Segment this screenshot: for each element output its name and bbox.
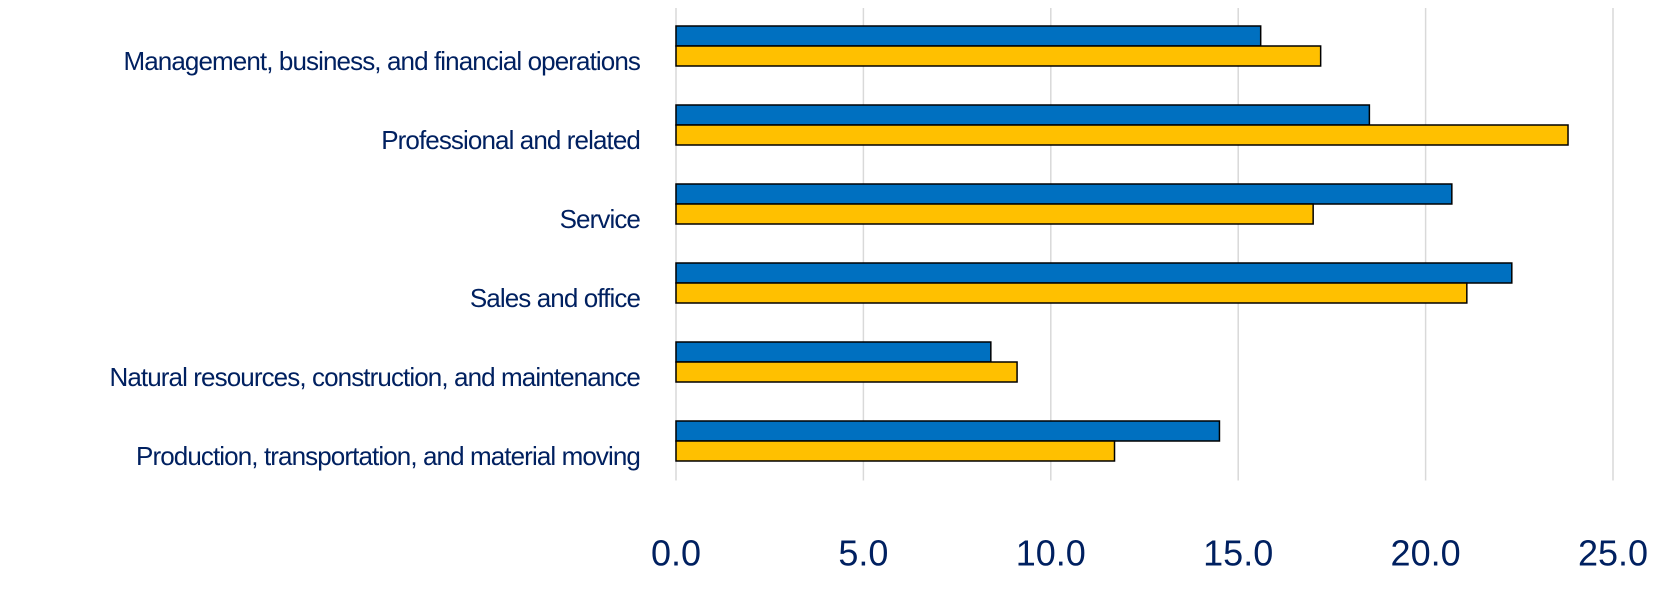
bar bbox=[675, 203, 1314, 225]
x-tick-label: 20.0 bbox=[1391, 533, 1461, 574]
bar bbox=[675, 420, 1221, 442]
bar bbox=[675, 104, 1371, 126]
bar bbox=[675, 25, 1262, 47]
y-tick-label: Production, transportation, and material… bbox=[136, 441, 640, 471]
bar bbox=[675, 183, 1453, 205]
y-tick-label: Professional and related bbox=[381, 125, 640, 155]
bar bbox=[675, 341, 992, 363]
x-tick-label: 10.0 bbox=[1016, 533, 1086, 574]
bar bbox=[675, 440, 1116, 462]
x-tick-label: 25.0 bbox=[1578, 533, 1648, 574]
y-tick-label: Natural resources, construction, and mai… bbox=[109, 362, 640, 392]
x-tick-label: 0.0 bbox=[651, 533, 701, 574]
y-tick-label: Service bbox=[560, 204, 641, 234]
bar bbox=[675, 262, 1513, 284]
y-tick-label: Management, business, and financial oper… bbox=[123, 46, 640, 76]
bar bbox=[675, 361, 1018, 383]
bar bbox=[675, 282, 1468, 304]
x-tick-label: 5.0 bbox=[838, 533, 888, 574]
x-tick-label: 15.0 bbox=[1203, 533, 1273, 574]
y-tick-label: Sales and office bbox=[470, 283, 641, 313]
bar bbox=[675, 124, 1569, 146]
bar bbox=[675, 45, 1322, 67]
